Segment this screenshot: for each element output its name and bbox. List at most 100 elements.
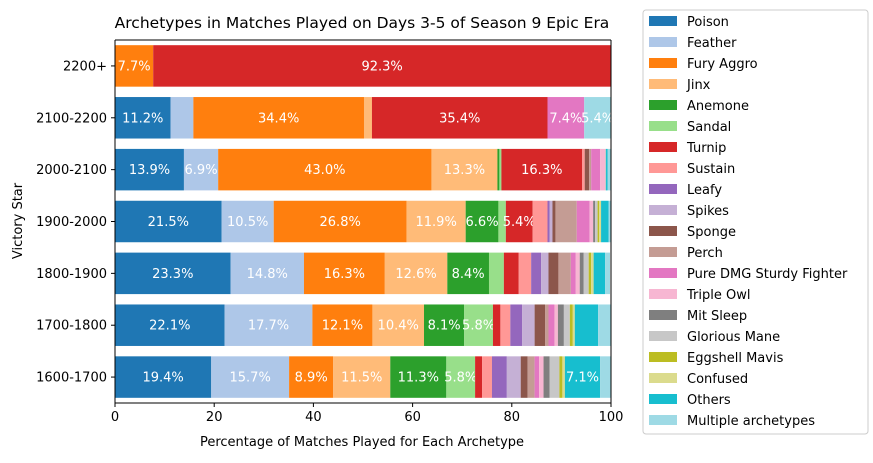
bar-segment — [431, 148, 498, 191]
bar-segment — [499, 148, 502, 191]
bar-segment — [170, 97, 194, 139]
bar-segment — [534, 356, 540, 398]
bar-segment — [406, 200, 466, 243]
bar-segment — [584, 97, 611, 139]
bar-value-label: 13.9% — [129, 163, 170, 178]
bar-segment — [464, 304, 493, 346]
bar-value-label: 16.3% — [521, 163, 562, 178]
legend-item: Glorious Mane — [649, 330, 780, 345]
bar-segment — [549, 200, 553, 243]
y-tick-label: 2000-2100 — [36, 163, 107, 178]
bar-segment — [576, 200, 590, 243]
x-tick-label: 0 — [111, 410, 119, 425]
legend-label: Feather — [687, 36, 737, 51]
legend-swatch — [649, 163, 677, 173]
chart-title: Archetypes in Matches Played on Days 3-5… — [115, 14, 610, 32]
legend-swatch — [649, 226, 677, 236]
legend-swatch — [649, 373, 677, 383]
bar-segment — [547, 97, 585, 139]
bar-segment — [363, 97, 372, 139]
bar-segment — [554, 304, 558, 346]
bar-segment — [482, 356, 492, 398]
legend-label: Mit Sleep — [687, 309, 747, 324]
bar-segment — [534, 304, 546, 346]
bar-row: 11.2% 34.4% 35.4% 7.4%5.4% — [115, 97, 614, 139]
bar-segment — [447, 252, 489, 295]
y-tick-label: 1600-1700 — [36, 371, 107, 386]
legend-item: Triple Owl — [649, 288, 750, 303]
bar-value-label: 8.1% — [428, 319, 461, 334]
bar-segment — [606, 148, 608, 191]
bar-segment — [608, 200, 611, 243]
legend-item: Anemone — [649, 99, 749, 114]
bar-segment — [218, 148, 432, 191]
bar-segment — [541, 252, 549, 295]
bar-segment — [510, 304, 523, 346]
bar-segment — [446, 356, 476, 398]
bar-segment — [424, 304, 465, 346]
bar-segment — [221, 200, 274, 243]
legend-swatch — [649, 100, 677, 110]
bar-segment — [589, 148, 592, 191]
bar-segment — [584, 148, 590, 191]
bar-segment — [545, 304, 549, 346]
legend-item: Leafy — [649, 183, 722, 198]
legend-item: Sandal — [649, 120, 731, 135]
bar-segment — [591, 252, 594, 295]
legend-label: Sponge — [687, 225, 736, 240]
legend-swatch — [649, 121, 677, 131]
bar-segment — [597, 200, 600, 243]
legend-item: Jinx — [649, 78, 711, 93]
y-tick-label: 2200+ — [63, 59, 107, 74]
bar-segment — [600, 148, 606, 191]
bar-segment — [115, 200, 222, 243]
bar-segment — [183, 148, 219, 191]
legend-label: Jinx — [686, 78, 711, 93]
bar-value-label: 10.4% — [378, 319, 419, 334]
bar-row: 7.7% 92.3% — [115, 45, 611, 87]
legend-item: Eggshell Mavis — [649, 351, 784, 366]
bar-segment — [475, 356, 483, 398]
legend-label: Perch — [687, 246, 723, 261]
x-tick-label: 100 — [599, 410, 624, 425]
y-axis-label: Victory Star — [11, 182, 26, 259]
legend-swatch — [649, 394, 677, 404]
legend-item: Perch — [649, 246, 723, 261]
y-tick-label: 1700-1800 — [36, 319, 107, 334]
legend-label: Triple Owl — [686, 288, 750, 303]
bar-value-label: 14.8% — [247, 267, 288, 282]
legend-label: Anemone — [687, 99, 749, 114]
legend-swatch — [649, 352, 677, 362]
legend-swatch — [649, 289, 677, 299]
bar-segment — [333, 356, 391, 398]
bar-value-label: 22.1% — [149, 319, 190, 334]
bar-segment — [601, 200, 609, 243]
bar-segment — [539, 356, 544, 398]
bar-segment — [558, 252, 571, 295]
bar-segment — [547, 200, 550, 243]
bar-value-label: 8.9% — [295, 371, 328, 386]
bars: 7.7% 92.3% 11.2% 34.4% 35.4% 7.4%5.4% 13.9% 6.9… — [115, 45, 614, 398]
bar-segment — [153, 45, 611, 87]
bar-segment — [491, 356, 507, 398]
bar-row: 13.9% 6.9% 43.0% 13.3% 16.3% — [115, 148, 611, 191]
bar-value-label: 92.3% — [361, 59, 402, 74]
bar-segment — [595, 200, 598, 243]
bar-segment — [607, 148, 611, 191]
legend-label: Eggshell Mavis — [687, 351, 784, 366]
bar-value-label: 11.9% — [416, 215, 457, 230]
bar-segment — [488, 252, 504, 295]
bar-segment — [605, 252, 611, 295]
y-tick-label: 1900-2000 — [36, 215, 107, 230]
bar-value-label: 6.6% — [466, 215, 499, 230]
bar-segment — [115, 148, 184, 191]
bar-segment — [555, 200, 577, 243]
bar-segment — [289, 356, 334, 398]
bar-segment — [572, 304, 575, 346]
bar-segment — [562, 356, 565, 398]
bar-segment — [312, 304, 373, 346]
bar-segment — [390, 356, 447, 398]
legend: Poison Feather Fury Aggro Jinx Anemone Sandal… — [642, 9, 869, 435]
bar-segment — [549, 356, 560, 398]
legend-swatch — [649, 310, 677, 320]
